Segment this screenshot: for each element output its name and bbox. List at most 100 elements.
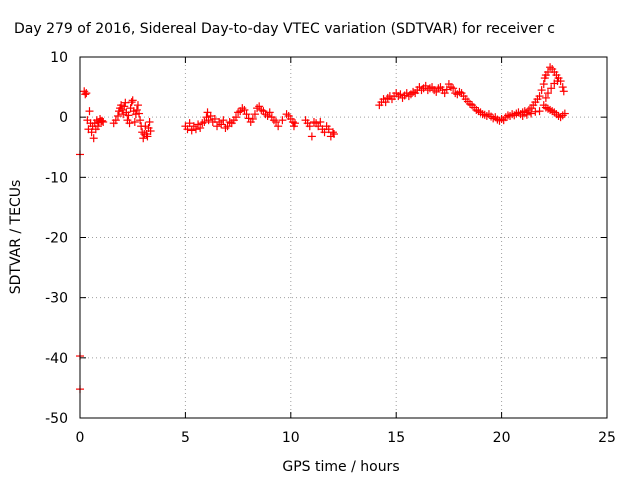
data-point bbox=[248, 114, 257, 123]
data-point bbox=[145, 117, 154, 126]
data-point bbox=[383, 93, 392, 102]
y-tick-label: -40 bbox=[45, 351, 68, 367]
data-point bbox=[242, 110, 251, 119]
data-point bbox=[328, 128, 337, 137]
data-point bbox=[449, 84, 458, 93]
data-point bbox=[196, 123, 205, 132]
data-point bbox=[547, 84, 556, 93]
data-point bbox=[543, 89, 552, 98]
data-point bbox=[537, 86, 546, 95]
data-point bbox=[219, 116, 228, 125]
data-point bbox=[240, 105, 249, 114]
data-point bbox=[518, 111, 527, 120]
data-point bbox=[539, 80, 548, 89]
data-point bbox=[396, 90, 405, 99]
data-point bbox=[421, 81, 430, 90]
data-point bbox=[89, 134, 98, 143]
data-point bbox=[527, 109, 536, 118]
data-point bbox=[265, 108, 274, 117]
data-point bbox=[125, 119, 134, 128]
data-point bbox=[98, 116, 107, 125]
data-point bbox=[81, 90, 90, 99]
data-point bbox=[127, 98, 136, 107]
data-point bbox=[559, 87, 568, 96]
data-point bbox=[113, 111, 122, 120]
data-point bbox=[200, 117, 209, 126]
x-tick-label: 25 bbox=[598, 430, 616, 446]
data-point bbox=[541, 93, 550, 102]
data-point bbox=[307, 132, 316, 141]
data-point bbox=[217, 120, 226, 129]
data-point bbox=[558, 111, 567, 120]
data-point bbox=[381, 98, 390, 107]
data-point bbox=[146, 127, 155, 136]
data-point bbox=[305, 122, 314, 131]
data-point bbox=[560, 109, 569, 118]
data-point bbox=[522, 110, 531, 119]
data-point bbox=[191, 125, 200, 134]
data-point bbox=[316, 117, 325, 126]
data-point bbox=[535, 92, 544, 101]
data-point bbox=[432, 87, 441, 96]
data-point bbox=[204, 116, 213, 125]
axis-ticks: 0 5 10 15 20 25 -50 -40 -30 -20 -10 0 10 bbox=[45, 50, 616, 446]
data-point bbox=[442, 85, 451, 94]
data-point bbox=[225, 117, 234, 126]
data-point bbox=[272, 117, 281, 126]
data-point bbox=[85, 107, 94, 116]
data-point bbox=[111, 116, 120, 125]
data-point bbox=[210, 114, 219, 123]
data-point bbox=[133, 101, 142, 110]
data-point bbox=[124, 111, 133, 120]
data-point bbox=[324, 125, 333, 134]
data-point bbox=[255, 102, 264, 111]
data-point bbox=[531, 107, 540, 116]
data-point bbox=[535, 107, 544, 116]
chart-title: Day 279 of 2016, Sidereal Day-to-day VTE… bbox=[14, 21, 555, 37]
data-point bbox=[143, 132, 152, 141]
data-point bbox=[257, 105, 266, 114]
data-point bbox=[128, 96, 137, 105]
data-point bbox=[87, 128, 96, 137]
data-point bbox=[99, 117, 108, 126]
data-point bbox=[120, 102, 129, 111]
data-point bbox=[558, 83, 567, 92]
data-point bbox=[183, 125, 192, 134]
data-point bbox=[320, 128, 329, 137]
y-axis-label: SDTVAR / TECUs bbox=[8, 180, 24, 295]
data-point bbox=[274, 122, 283, 131]
data-point bbox=[187, 126, 196, 135]
data-point bbox=[139, 134, 148, 143]
data-point bbox=[82, 89, 91, 98]
data-point bbox=[244, 114, 253, 123]
y-tick-label: 0 bbox=[59, 110, 68, 126]
data-point bbox=[121, 98, 130, 107]
y-tick-label: -50 bbox=[45, 411, 68, 427]
data-point bbox=[93, 122, 102, 131]
data-point bbox=[434, 84, 443, 93]
x-axis-label: GPS time / hours bbox=[282, 459, 399, 475]
y-tick-label: -30 bbox=[45, 291, 68, 307]
data-point bbox=[130, 117, 139, 126]
y-tick-label: -10 bbox=[45, 170, 68, 186]
data-point bbox=[221, 123, 230, 132]
data-point bbox=[231, 113, 240, 122]
data-point bbox=[206, 111, 215, 120]
data-point bbox=[136, 116, 145, 125]
x-tick-label: 10 bbox=[282, 430, 300, 446]
data-point bbox=[314, 122, 323, 131]
data-point bbox=[330, 130, 339, 139]
data-point bbox=[185, 119, 194, 128]
data-point bbox=[135, 109, 144, 118]
data-point bbox=[497, 114, 506, 123]
data-point bbox=[250, 110, 259, 119]
data-point bbox=[282, 110, 291, 119]
y-tick-label: -20 bbox=[45, 231, 68, 247]
x-tick-label: 15 bbox=[387, 430, 405, 446]
data-point bbox=[291, 119, 300, 128]
x-tick-label: 20 bbox=[493, 430, 511, 446]
data-point bbox=[278, 116, 287, 125]
data-point bbox=[553, 77, 562, 86]
x-tick-label: 5 bbox=[181, 430, 190, 446]
data-points bbox=[76, 63, 569, 394]
